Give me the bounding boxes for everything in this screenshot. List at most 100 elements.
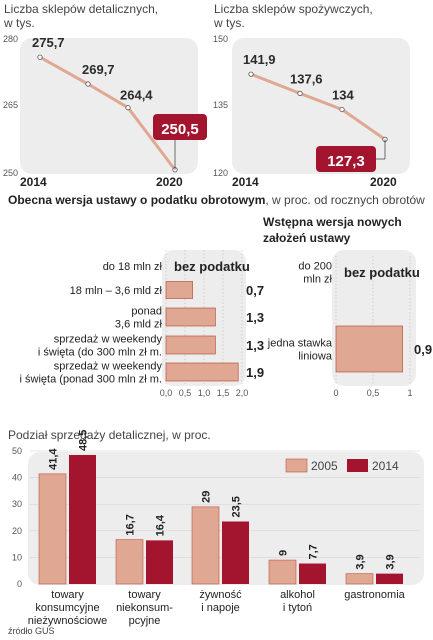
bar-value-label: 3,9 [355, 554, 367, 569]
legend-label-2005: 2005 [311, 459, 338, 473]
chart2-ytick-135: 135 [213, 100, 228, 110]
legend-swatch-2014 [347, 459, 368, 472]
chart2-series: 141,9 137,6 134 127,3 [243, 52, 388, 172]
bar-value-label: 23,5 [231, 496, 243, 517]
x-tick-label: 0,0 [160, 388, 173, 398]
data-label: 141,9 [243, 52, 276, 67]
y-tick-label: 10 [12, 552, 22, 562]
legend-swatch-2005 [285, 458, 308, 473]
category-label: ponad [131, 306, 162, 318]
category-label: i tytoń [283, 602, 312, 614]
y-tick-label: 50 [12, 446, 22, 456]
data-point [37, 54, 43, 60]
tax-title-bold: Obecna wersja ustawy o podatku obrotowym [8, 193, 265, 207]
bar-value-label: 1,3 [246, 310, 264, 325]
bar-value-label: 1,9 [246, 365, 264, 380]
bar-value-label: bez podatku [174, 259, 250, 274]
tax-section-title: Obecna wersja ustawy o podatku obrotowym… [8, 193, 425, 207]
highlight-value-label: 127,3 [327, 153, 365, 170]
x-tick-label: 0 [333, 388, 338, 398]
tax-title-rest: , w proc. od rocznych obrotów [265, 193, 425, 207]
x-tick-label: 1,0 [198, 388, 211, 398]
bar-value-label: 9 [278, 550, 290, 556]
chart5-legend: 2005 2014 [285, 458, 399, 473]
chart2-subtitle: w tys. [213, 16, 245, 30]
chart1-xtick-2014: 2014 [20, 175, 47, 189]
bar [69, 454, 96, 584]
data-point [125, 105, 131, 111]
bar-value-label: 3,9 [385, 554, 397, 569]
bar [335, 325, 403, 373]
y-tick-label: 0 [17, 579, 22, 589]
category-label: pcyjne [129, 615, 161, 627]
chart4-title-line2: założeń ustawy [263, 231, 351, 245]
data-point [339, 106, 345, 113]
bar [268, 559, 297, 585]
category-label: sprzedaż w weekendy [54, 334, 163, 346]
bar-value-label: 41,4 [48, 448, 60, 470]
chart1-xtick-2020: 2020 [156, 175, 183, 189]
chart4-title-line1: Wstępna wersja nowych [263, 215, 402, 229]
bar-value-label: 29 [201, 491, 213, 503]
chart-new-proposal: Wstępna wersja nowych założeń ustawy 0 0,… [263, 215, 432, 398]
y-tick-label: 20 [12, 526, 22, 536]
category-label: nieżywnościowe [28, 615, 107, 627]
category-label: towary [51, 589, 84, 601]
x-tick-label: 0,5 [367, 388, 380, 398]
bar [165, 335, 216, 355]
category-label: liniowa [298, 351, 333, 363]
data-label: 137,6 [290, 71, 323, 86]
chart5-title: Podział sprzedaży detalicznej, w proc. [8, 428, 211, 442]
chart2-panel [232, 38, 410, 174]
bar [299, 563, 326, 584]
bar-value-label: 16,7 [125, 514, 137, 535]
bar [345, 573, 374, 585]
chart5-bars: 0 10 20 30 40 50 41,4 16,7 29 9 3,9 48,5 16,4 23,5 7,7… [12, 430, 420, 627]
category-label: do 18 mln zł [103, 261, 163, 273]
series-line [250, 72, 386, 141]
highlight-value-box [153, 114, 207, 140]
category-label: do 200 [298, 261, 332, 273]
x-tick-label: 1,5 [217, 388, 230, 398]
chart2-xtick-2014: 2014 [232, 175, 259, 189]
source-note: źródło GUS [8, 626, 55, 636]
chart1-series: 275,7 269,7 264,4 250,5 [32, 35, 207, 173]
category-label: konsumcyjne [35, 602, 99, 614]
bar [165, 281, 193, 299]
data-label: 275,7 [32, 35, 65, 50]
bar-value-label: 48,5 [78, 430, 90, 451]
chart2-title: Liczba sklepów spożywczych, [214, 2, 373, 16]
bar [165, 307, 216, 327]
bar [115, 539, 144, 585]
chart-retail-shops: Liczba sklepów detalicznych, w tys. 280 … [3, 2, 207, 189]
category-label: gastronomia [344, 589, 405, 601]
chart-grocery-shops: Liczba sklepów spożywczych, w tys. 150 1… [213, 2, 410, 189]
legend-label-2014: 2014 [372, 459, 399, 473]
data-point [248, 71, 254, 77]
chart3-bars: 0,0 0,5 1,0 1,5 2,0 do 18 mln zł bez podatku 18… [20, 250, 264, 398]
data-point [297, 90, 303, 96]
data-label: 269,7 [82, 62, 115, 77]
highlight-value-label: 250,5 [161, 121, 199, 138]
chart1-panel [20, 38, 198, 174]
category-label: towary [128, 589, 161, 601]
category-label: niekonsum- [116, 602, 173, 614]
bar-value-label: 1,3 [246, 338, 264, 353]
bar-value-label: 7,7 [308, 544, 320, 559]
chart1-ytick-280: 280 [3, 34, 18, 44]
data-label: 134 [332, 87, 354, 102]
x-tick-label: 2,0 [236, 388, 249, 398]
category-label: 18 mln – 3,6 mld zł [70, 285, 163, 297]
chart1-subtitle: w tys. [3, 16, 35, 30]
bar [146, 540, 173, 584]
category-label: sprzedaż w weekendy [54, 361, 163, 373]
category-label: jedna stawka [267, 338, 333, 350]
bar [165, 362, 239, 382]
chart-current-law: 0,0 0,5 1,0 1,5 2,0 do 18 mln zł bez podatku 18… [20, 250, 264, 398]
x-tick-label: 1 [407, 388, 412, 398]
bar-value-label: 0,7 [246, 283, 264, 298]
category-label: mln zł [303, 274, 332, 286]
series-line [39, 55, 177, 171]
